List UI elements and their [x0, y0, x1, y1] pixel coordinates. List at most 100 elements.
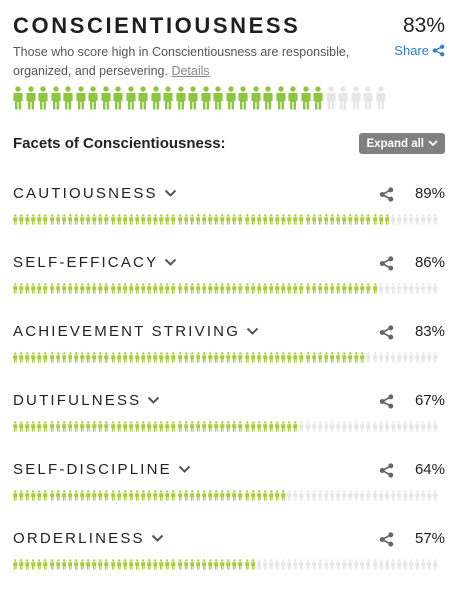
- person-icon: [220, 559, 225, 570]
- person-icon: [141, 283, 146, 294]
- facet-toggle[interactable]: SELF-EFFICACY: [13, 254, 177, 271]
- person-icon: [153, 283, 158, 294]
- chevron-down-icon: [165, 258, 177, 266]
- person-icon: [202, 490, 207, 501]
- person-icon: [244, 490, 249, 501]
- person-icon: [287, 214, 292, 225]
- person-icon: [288, 86, 298, 110]
- person-icon: [122, 559, 128, 570]
- person-icon: [128, 352, 134, 363]
- person-icon: [61, 214, 67, 225]
- person-icon: [86, 352, 91, 363]
- person-icon: [226, 490, 231, 501]
- person-icon: [37, 490, 42, 501]
- person-icon: [397, 214, 402, 225]
- person-icon: [43, 490, 48, 501]
- person-icon: [171, 490, 176, 501]
- person-icon: [49, 421, 54, 432]
- person-icon: [88, 86, 98, 110]
- facet-share-button[interactable]: [379, 187, 394, 207]
- person-icon: [214, 421, 219, 432]
- person-icon: [31, 421, 36, 432]
- person-icon: [269, 283, 274, 294]
- facet-score-people: [13, 420, 438, 433]
- expand-all-button[interactable]: Expand all: [359, 133, 445, 154]
- person-icon: [427, 283, 432, 294]
- person-icon: [323, 490, 329, 501]
- person-icon: [19, 283, 24, 294]
- facet-score-people: [13, 282, 438, 295]
- person-icon: [80, 352, 85, 363]
- person-icon: [378, 559, 383, 570]
- person-icon: [202, 214, 207, 225]
- facet-share-button[interactable]: [379, 463, 394, 483]
- person-icon: [159, 283, 164, 294]
- facet-share-button[interactable]: [379, 256, 394, 276]
- person-icon: [250, 421, 255, 432]
- person-icon: [232, 214, 237, 225]
- person-icon: [299, 421, 304, 432]
- person-icon: [122, 421, 128, 432]
- facet-toggle[interactable]: ORDERLINESS: [13, 530, 164, 547]
- facets-heading: Facets of Conscientiousness:: [13, 135, 226, 152]
- person-icon: [403, 283, 408, 294]
- person-icon: [116, 283, 121, 294]
- person-icon: [214, 214, 219, 225]
- person-icon: [68, 214, 73, 225]
- person-icon: [19, 559, 24, 570]
- person-icon: [226, 283, 231, 294]
- person-icon: [226, 421, 231, 432]
- person-icon: [427, 559, 432, 570]
- person-icon: [238, 559, 243, 570]
- person-icon: [61, 352, 67, 363]
- facet-share-button[interactable]: [379, 532, 394, 552]
- person-icon: [68, 559, 73, 570]
- person-icon: [403, 559, 408, 570]
- person-icon: [311, 214, 316, 225]
- person-icon: [55, 352, 60, 363]
- person-icon: [299, 559, 304, 570]
- person-icon: [384, 421, 390, 432]
- person-icon: [153, 352, 158, 363]
- person-icon: [159, 559, 164, 570]
- person-icon: [360, 283, 365, 294]
- facet-toggle[interactable]: CAUTIOUSNESS: [13, 185, 177, 202]
- person-icon: [150, 86, 161, 110]
- person-icon: [311, 352, 316, 363]
- person-icon: [153, 490, 158, 501]
- person-icon: [141, 559, 146, 570]
- person-icon: [220, 352, 225, 363]
- facet-toggle[interactable]: SELF-DISCIPLINE: [13, 461, 191, 478]
- facet-toggle[interactable]: DUTIFULNESS: [13, 392, 160, 409]
- person-icon: [330, 559, 335, 570]
- facet-share-button[interactable]: [379, 394, 394, 414]
- person-icon: [92, 559, 97, 570]
- person-icon: [354, 421, 359, 432]
- person-icon: [55, 283, 60, 294]
- person-icon: [61, 421, 67, 432]
- person-icon: [263, 214, 268, 225]
- person-icon: [293, 421, 298, 432]
- person-icon: [360, 352, 365, 363]
- person-icon: [433, 559, 438, 570]
- person-icon: [263, 283, 268, 294]
- person-icon: [147, 214, 152, 225]
- person-icon: [25, 559, 30, 570]
- facet-share-button[interactable]: [379, 325, 394, 345]
- person-icon: [317, 352, 323, 363]
- facet-toggle[interactable]: ACHIEVEMENT STRIVING: [13, 323, 259, 340]
- person-icon: [372, 283, 377, 294]
- person-icon: [336, 214, 341, 225]
- facet-score-people: [13, 213, 438, 226]
- details-link[interactable]: Details: [171, 64, 210, 78]
- person-icon: [311, 559, 316, 570]
- person-icon: [208, 421, 213, 432]
- person-icon: [61, 559, 67, 570]
- share-button[interactable]: Share: [394, 43, 445, 58]
- person-icon: [55, 421, 60, 432]
- person-icon: [281, 214, 286, 225]
- person-icon: [293, 559, 298, 570]
- facet-name: CAUTIOUSNESS: [13, 185, 158, 202]
- person-icon: [141, 214, 146, 225]
- facet-score-people: [13, 489, 438, 502]
